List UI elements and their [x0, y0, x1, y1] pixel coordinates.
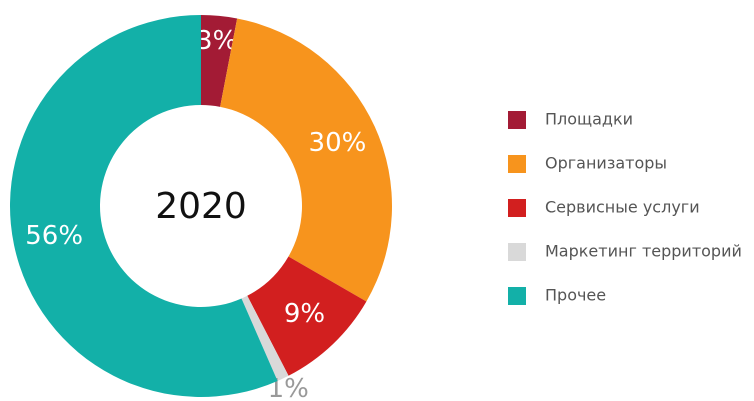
legend-label: Площадки	[545, 110, 633, 129]
legend-swatch	[508, 155, 526, 173]
legend-swatch	[508, 287, 526, 305]
slice	[201, 15, 238, 107]
legend-label: Прочее	[545, 286, 606, 305]
value-label: 30%	[309, 128, 367, 158]
slice	[10, 15, 278, 397]
value-label: 3%	[196, 26, 237, 56]
slice	[220, 18, 393, 302]
legend-swatch	[508, 199, 526, 217]
legend-label: Организаторы	[545, 154, 667, 173]
value-label: 9%	[284, 299, 325, 329]
slice	[241, 295, 289, 381]
legend-swatch	[508, 243, 526, 261]
legend-swatch	[508, 111, 526, 129]
center-label: 2020	[155, 186, 247, 227]
legend-label: Сервисные услуги	[545, 198, 700, 217]
slice	[247, 256, 367, 376]
legend-label: Маркетинг территорий	[545, 242, 742, 261]
value-label: 56%	[25, 221, 83, 251]
